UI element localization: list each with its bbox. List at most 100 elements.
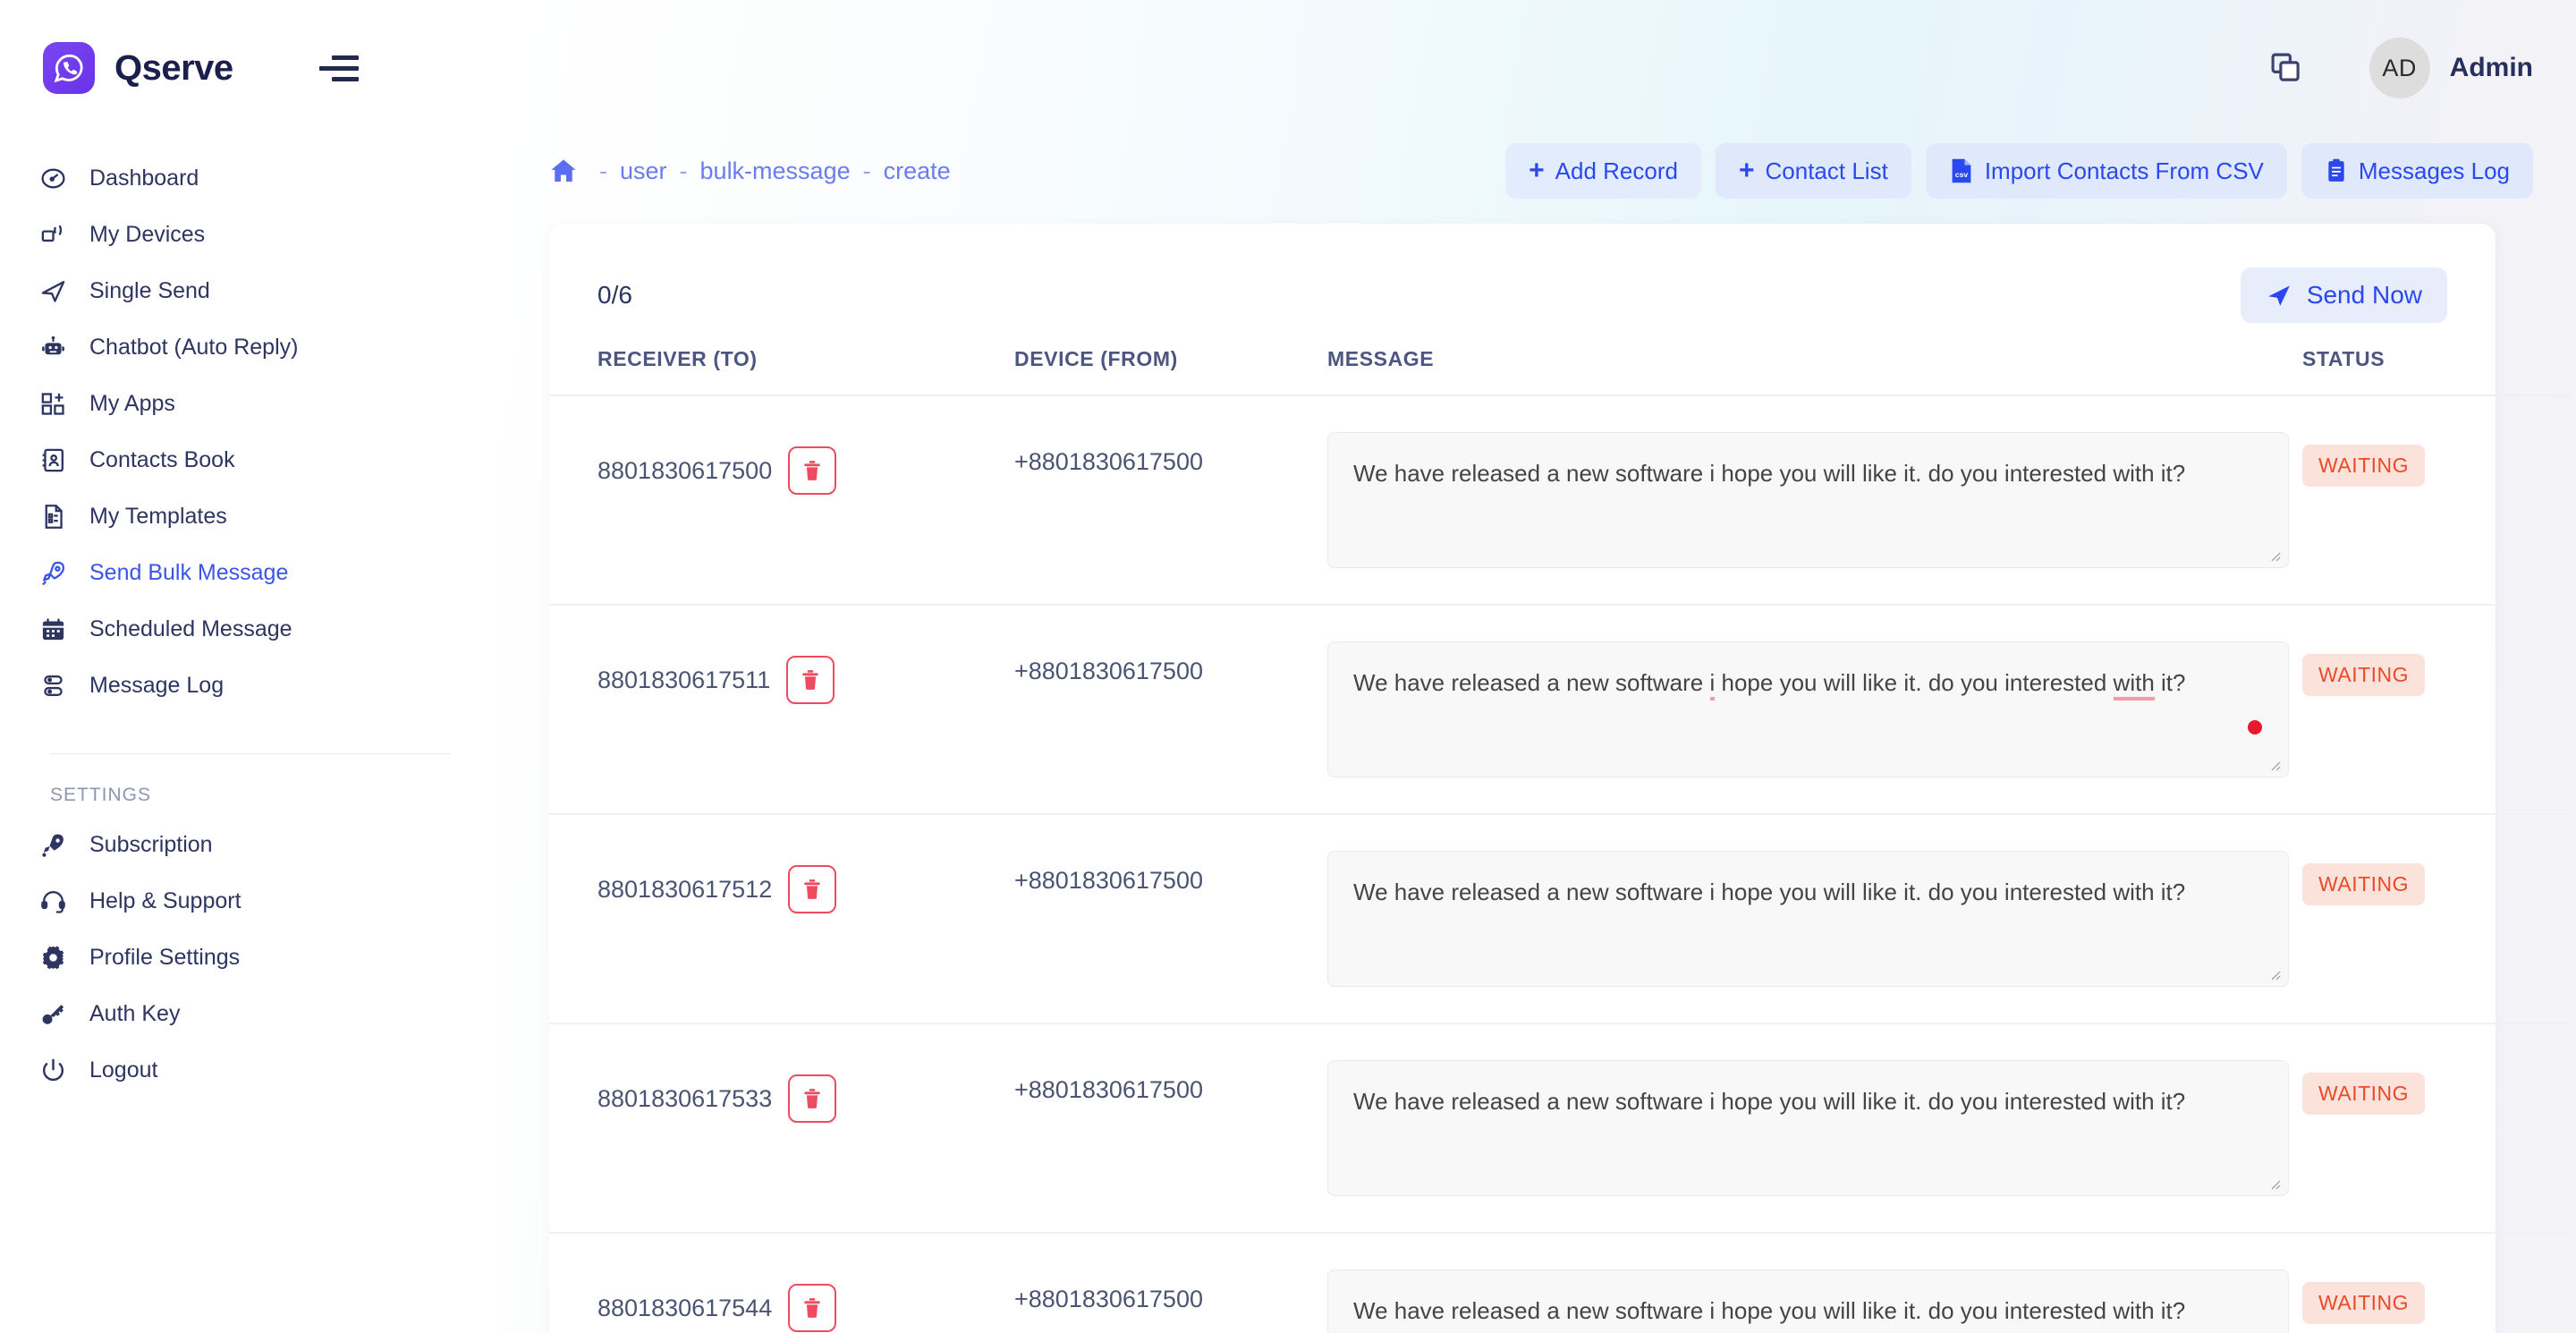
- main-content: AD Admin - user - bulk-message - create …: [501, 0, 2576, 1333]
- cell-message: [1327, 395, 2302, 606]
- sidebar-item-help-support[interactable]: Help & Support: [0, 873, 501, 930]
- sidebar-item-my-devices[interactable]: My Devices: [0, 207, 501, 263]
- sidebar-item-label: Send Bulk Message: [89, 560, 289, 585]
- sidebar-item-my-apps[interactable]: My Apps: [0, 376, 501, 432]
- sidebar-item-my-templates[interactable]: My Templates: [0, 488, 501, 545]
- rocket-icon: [36, 828, 70, 862]
- breadcrumb-item-bulk-message[interactable]: bulk-message: [699, 157, 851, 184]
- cursor-indicator-dot: [2248, 720, 2262, 734]
- rocket-icon: [36, 556, 70, 590]
- breadcrumb-separator: -: [862, 157, 871, 184]
- import-contacts-csv-label: Import Contacts From CSV: [1984, 157, 2264, 184]
- message-textarea[interactable]: [1327, 1060, 2289, 1196]
- delete-row-button[interactable]: [788, 1284, 837, 1332]
- sidebar-item-label: Message Log: [89, 673, 225, 698]
- sidebar-item-label: Profile Settings: [89, 945, 241, 970]
- message-textarea[interactable]: [1327, 851, 2289, 987]
- sidebar-item-chatbot[interactable]: Chatbot (Auto Reply): [0, 319, 501, 376]
- paper-plane-icon: [36, 275, 70, 309]
- cell-message: [1327, 1023, 2302, 1234]
- cell-message: We have released a new software i hope y…: [1327, 605, 2302, 815]
- cell-receiver: 8801830617500: [549, 395, 1014, 606]
- robot-icon: [36, 331, 70, 365]
- breadcrumb-separator: -: [679, 157, 688, 184]
- contact-list-button[interactable]: + Contact List: [1715, 143, 1911, 199]
- send-now-button[interactable]: Send Now: [2240, 267, 2447, 323]
- home-icon[interactable]: [549, 157, 578, 185]
- cell-device: +8801830617500: [1014, 1023, 1327, 1234]
- cell-receiver: 8801830617512: [549, 814, 1014, 1024]
- sidebar-item-label: Logout: [89, 1057, 158, 1083]
- action-buttons: + Add Record + Contact List csv: [1505, 143, 2533, 199]
- gear-icon: [36, 941, 70, 975]
- messages-log-button[interactable]: Messages Log: [2301, 143, 2533, 199]
- copy-icon[interactable]: [2267, 49, 2305, 87]
- column-header-status: STATUS: [2302, 327, 2571, 396]
- status-badge: WAITING: [2302, 654, 2426, 696]
- brand-row: Qserve: [0, 0, 501, 136]
- receiver-number: 8801830617544: [597, 1294, 773, 1321]
- breadcrumb-row: - user - bulk-message - create + Add Rec…: [501, 136, 2576, 206]
- table-row: 8801830617500 +8801830617500: [549, 395, 2571, 606]
- user-menu[interactable]: AD Admin: [2368, 38, 2533, 98]
- device-signal-icon: [36, 218, 70, 252]
- settings-section-label: SETTINGS: [50, 785, 152, 805]
- sidebar-item-label: Dashboard: [89, 166, 199, 191]
- sidebar-item-logout[interactable]: Logout: [0, 1042, 501, 1099]
- status-badge: WAITING: [2302, 445, 2426, 487]
- column-header-receiver: RECEIVER (TO): [549, 327, 1014, 396]
- message-textarea[interactable]: [1327, 432, 2289, 568]
- sidebar-item-contacts-book[interactable]: Contacts Book: [0, 432, 501, 488]
- sidebar-item-auth-key[interactable]: Auth Key: [0, 986, 501, 1042]
- cell-message: [1327, 1233, 2302, 1333]
- cell-message: [1327, 814, 2302, 1024]
- sidebar-item-label: Subscription: [89, 832, 213, 857]
- bulk-message-table: RECEIVER (TO) DEVICE (FROM) MESSAGE STAT…: [549, 327, 2571, 1333]
- breadcrumb-separator: -: [599, 157, 607, 184]
- card-header: 0/6 Send Now: [549, 224, 2496, 327]
- breadcrumb-item-user[interactable]: user: [620, 157, 667, 184]
- cell-receiver: 8801830617511: [549, 605, 1014, 815]
- plus-icon: +: [1738, 156, 1755, 185]
- sidebar-item-single-send[interactable]: Single Send: [0, 263, 501, 319]
- column-header-device: DEVICE (FROM): [1014, 327, 1327, 396]
- sidebar-item-send-bulk-message[interactable]: Send Bulk Message: [0, 545, 501, 601]
- sidebar-item-subscription[interactable]: Subscription: [0, 817, 501, 873]
- username-label: Admin: [2449, 53, 2533, 82]
- delete-row-button[interactable]: [788, 865, 837, 913]
- delete-row-button[interactable]: [788, 1074, 837, 1123]
- breadcrumb-item-create[interactable]: create: [883, 157, 951, 184]
- hamburger-icon[interactable]: [318, 55, 359, 81]
- table-row: 8801830617533 +8801830617500: [549, 1023, 2571, 1234]
- sidebar-item-label: Help & Support: [89, 888, 242, 913]
- sidebar-item-message-log[interactable]: Message Log: [0, 658, 501, 714]
- status-badge: WAITING: [2302, 1073, 2426, 1115]
- sidebar-item-label: Chatbot (Auto Reply): [89, 335, 299, 360]
- cell-device: +8801830617500: [1014, 1286, 1203, 1312]
- plus-icon: +: [1529, 156, 1545, 185]
- trash-icon: [804, 1089, 820, 1108]
- messages-log-label: Messages Log: [2358, 157, 2510, 184]
- sidebar-item-label: Auth Key: [89, 1001, 181, 1026]
- receiver-number: 8801830617512: [597, 875, 773, 903]
- contact-book-icon: [36, 444, 70, 478]
- status-badge: WAITING: [2302, 863, 2426, 905]
- receiver-number: 8801830617511: [597, 666, 771, 693]
- delete-row-button[interactable]: [786, 656, 835, 704]
- brand-name: Qserve: [114, 47, 233, 88]
- table-row: 8801830617511 +8801830617500: [549, 605, 2571, 815]
- sidebar-item-scheduled-message[interactable]: Scheduled Message: [0, 601, 501, 658]
- message-textarea[interactable]: We have released a new software i hope y…: [1327, 641, 2289, 777]
- column-header-message: MESSAGE: [1327, 327, 2302, 396]
- sidebar-item-profile-settings[interactable]: Profile Settings: [0, 930, 501, 986]
- power-icon: [36, 1054, 70, 1088]
- key-icon: [36, 998, 70, 1032]
- whatsapp-icon: [43, 42, 95, 94]
- message-textarea[interactable]: [1327, 1269, 2289, 1333]
- sidebar-divider: [50, 753, 451, 754]
- record-counter: 0/6: [597, 281, 632, 309]
- sidebar-item-dashboard[interactable]: Dashboard: [0, 150, 501, 207]
- import-contacts-csv-button[interactable]: csv Import Contacts From CSV: [1925, 143, 2287, 199]
- add-record-button[interactable]: + Add Record: [1505, 143, 1701, 199]
- delete-row-button[interactable]: [788, 446, 837, 495]
